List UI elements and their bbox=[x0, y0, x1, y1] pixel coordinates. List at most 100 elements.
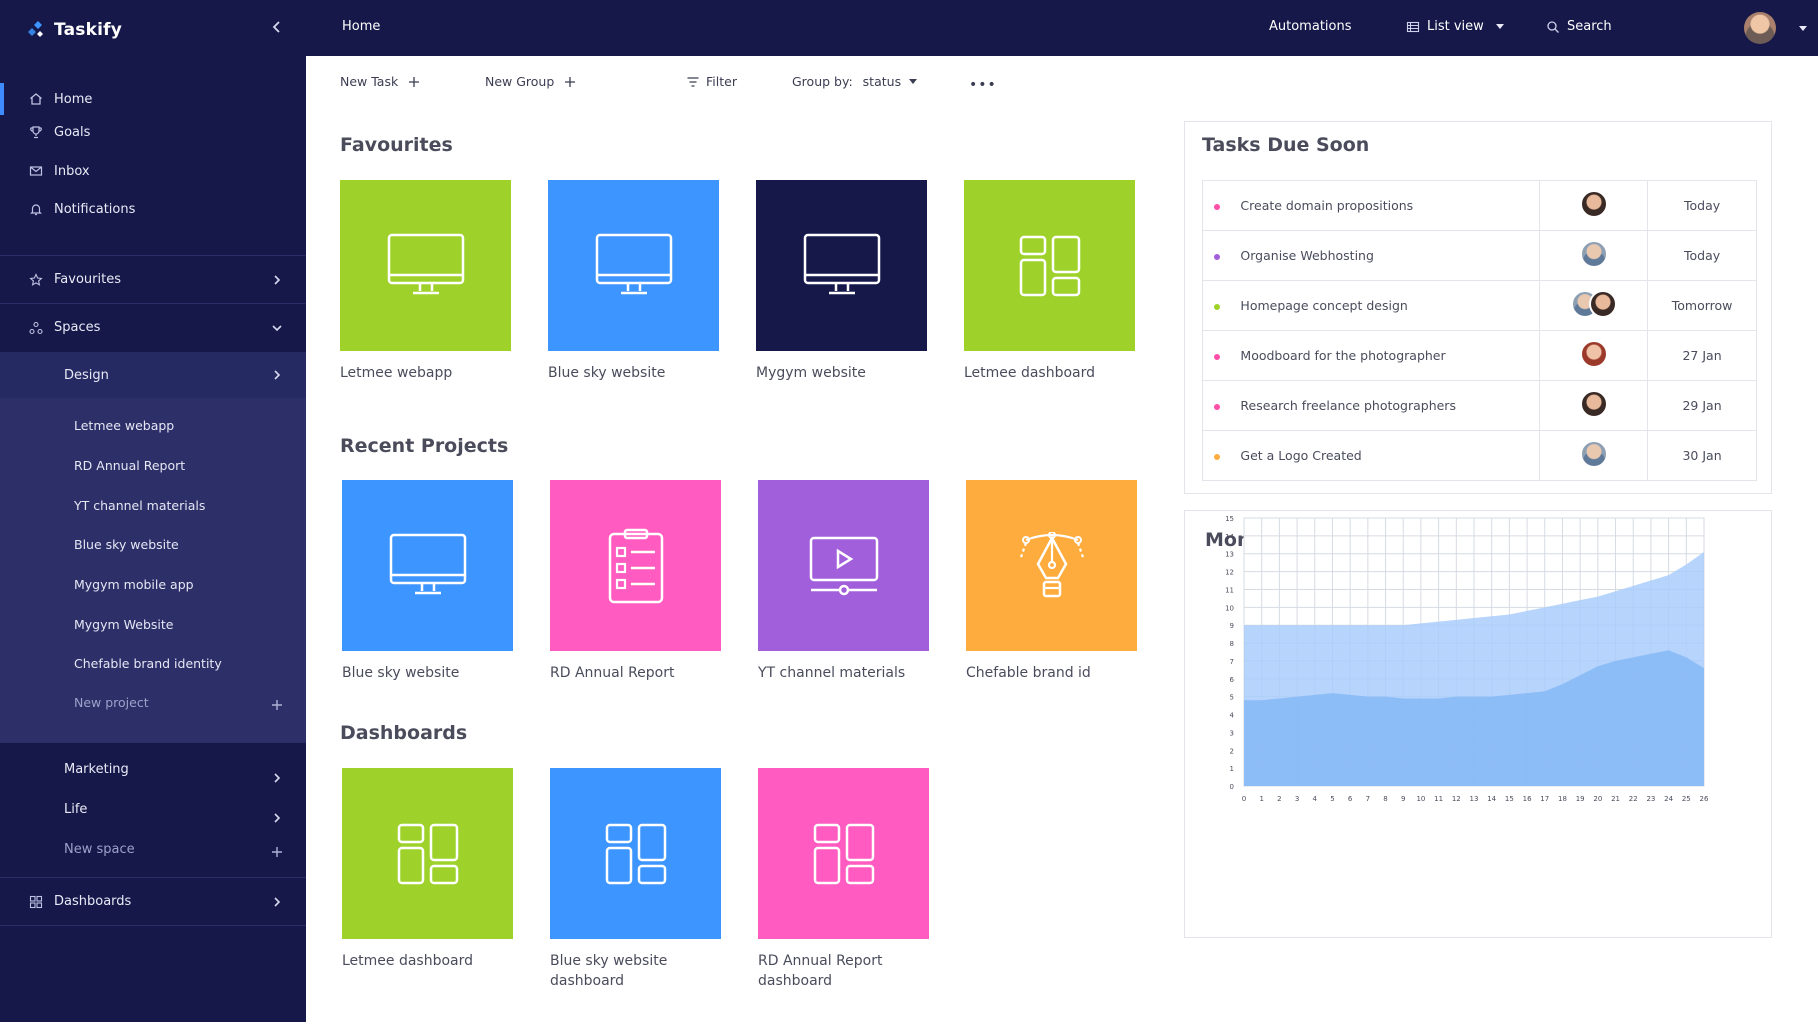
space-design[interactable]: Design bbox=[0, 352, 306, 398]
favourites-heading: Favourites bbox=[340, 134, 453, 156]
nav-inbox[interactable]: Inbox bbox=[0, 152, 306, 190]
filter-button[interactable]: Filter bbox=[686, 74, 737, 89]
view-selector[interactable]: List view bbox=[1406, 19, 1504, 34]
chevron-right-icon[interactable] bbox=[270, 770, 284, 784]
new-project-link[interactable]: New project bbox=[74, 695, 149, 710]
tile-yt-channel-materials[interactable] bbox=[758, 480, 929, 651]
list-icon bbox=[1406, 20, 1420, 34]
space-marketing[interactable]: Marketing bbox=[64, 762, 129, 777]
project-item[interactable]: Blue sky website bbox=[74, 537, 179, 552]
assignee-cell bbox=[1539, 280, 1649, 331]
status-dot bbox=[1213, 354, 1220, 360]
tile-label[interactable]: RD Annual Report bbox=[550, 665, 675, 681]
favourites-label: Favourites bbox=[54, 272, 121, 287]
new-group-button[interactable]: New Group bbox=[485, 74, 576, 89]
project-item[interactable]: Mygym mobile app bbox=[74, 577, 194, 592]
avatar-female[interactable] bbox=[1579, 390, 1608, 418]
monitor-icon bbox=[803, 233, 880, 294]
breadcrumb-home[interactable]: Home bbox=[342, 19, 381, 34]
space-life[interactable]: Life bbox=[64, 802, 88, 817]
y-tick-label: 8 bbox=[1230, 640, 1234, 648]
dashboards-section[interactable]: Dashboards bbox=[0, 878, 306, 925]
divider bbox=[0, 255, 306, 256]
tile-blue-sky-website[interactable] bbox=[342, 480, 513, 651]
task-name[interactable]: Homepage concept design bbox=[1230, 280, 1541, 331]
avatar-female[interactable] bbox=[1588, 290, 1617, 318]
tile-chefable-brand-id[interactable] bbox=[966, 480, 1137, 651]
favourites-section[interactable]: Favourites bbox=[0, 256, 306, 303]
task-row[interactable]: Moodboard for the photographer 27 Jan bbox=[1202, 330, 1757, 381]
project-item[interactable]: Chefable brand identity bbox=[74, 656, 222, 671]
status-dot-cell bbox=[1202, 280, 1231, 331]
filter-icon bbox=[686, 75, 700, 89]
task-row[interactable]: Get a Logo Created 30 Jan bbox=[1202, 430, 1757, 481]
tile-blue-sky-website[interactable] bbox=[548, 180, 719, 351]
tile-label[interactable]: Blue sky website bbox=[548, 365, 666, 381]
app-logo[interactable]: Taskify bbox=[28, 18, 122, 42]
account-menu-caret-icon[interactable] bbox=[1799, 26, 1807, 31]
avatar-male[interactable] bbox=[1579, 440, 1608, 468]
task-row[interactable]: Organise Webhosting Today bbox=[1202, 230, 1757, 281]
spaces-section[interactable]: Spaces bbox=[0, 304, 306, 351]
new-task-button[interactable]: New Task bbox=[340, 74, 420, 89]
tile-label[interactable]: Letmee dashboard bbox=[342, 953, 474, 969]
task-name[interactable]: Moodboard for the photographer bbox=[1230, 330, 1541, 381]
y-tick-label: 2 bbox=[1230, 747, 1234, 755]
task-row[interactable]: Homepage concept design Tomorrow bbox=[1202, 280, 1757, 331]
project-item[interactable]: Mygym Website bbox=[74, 617, 174, 632]
task-name[interactable]: Create domain propositions bbox=[1230, 180, 1541, 231]
nav-notifications[interactable]: Notifications bbox=[0, 190, 306, 228]
tile-label[interactable]: YT channel materials bbox=[758, 665, 906, 681]
avatar-male[interactable] bbox=[1579, 240, 1608, 268]
tile-label[interactable]: Blue sky website dashboard bbox=[550, 953, 668, 989]
project-item[interactable]: RD Annual Report bbox=[74, 458, 186, 473]
add-project-icon[interactable] bbox=[270, 697, 284, 711]
task-row[interactable]: Create domain propositions Today bbox=[1202, 180, 1757, 231]
nav-home[interactable]: Home bbox=[0, 80, 306, 118]
trophy-icon bbox=[28, 124, 44, 140]
tile-label[interactable]: Letmee webapp bbox=[340, 365, 453, 381]
search-box[interactable]: Search bbox=[1546, 19, 1612, 34]
x-tick-label: 6 bbox=[1348, 795, 1353, 803]
add-space-icon[interactable] bbox=[270, 844, 284, 858]
tile-letmee-dashboard[interactable] bbox=[964, 180, 1135, 351]
dashboard-icon bbox=[813, 823, 874, 884]
automations-link[interactable]: Automations bbox=[1269, 19, 1352, 34]
tile-label[interactable]: Letmee dashboard bbox=[964, 365, 1096, 381]
tasks-table: Create domain propositions Today Organise … bbox=[1202, 180, 1757, 481]
more-options-icon[interactable]: ••• bbox=[969, 77, 997, 93]
user-avatar[interactable] bbox=[1744, 12, 1776, 44]
x-tick-label: 1 bbox=[1259, 795, 1263, 803]
nav-goals-label: Goals bbox=[54, 124, 91, 140]
task-row[interactable]: Research freelance photographers 29 Jan bbox=[1202, 380, 1757, 431]
tile-label[interactable]: RD Annual Report dashboard bbox=[758, 953, 883, 989]
home-icon bbox=[28, 91, 44, 107]
tile-label[interactable]: Blue sky website bbox=[342, 665, 460, 681]
x-tick-label: 0 bbox=[1242, 795, 1246, 803]
collapse-sidebar-icon[interactable] bbox=[268, 18, 286, 36]
new-space-link[interactable]: New space bbox=[64, 842, 135, 857]
project-item[interactable]: Letmee webapp bbox=[74, 418, 175, 433]
x-tick-label: 3 bbox=[1295, 795, 1299, 803]
group-by-selector[interactable]: Group by: status bbox=[792, 74, 918, 89]
app-name: Taskify bbox=[54, 20, 123, 40]
tile-label[interactable]: Mygym website bbox=[756, 365, 866, 381]
project-item[interactable]: YT channel materials bbox=[74, 498, 206, 513]
status-dot-cell bbox=[1202, 180, 1231, 231]
tile-mygym-website[interactable] bbox=[756, 180, 927, 351]
tile-blue-sky-dashboard[interactable] bbox=[550, 768, 721, 939]
tile-letmee-webapp[interactable] bbox=[340, 180, 511, 351]
task-name[interactable]: Organise Webhosting bbox=[1230, 230, 1541, 281]
tile-rd-annual-report[interactable] bbox=[550, 480, 721, 651]
avatar-redhead[interactable] bbox=[1579, 340, 1608, 368]
task-name[interactable]: Research freelance photographers bbox=[1230, 380, 1541, 431]
task-name[interactable]: Get a Logo Created bbox=[1230, 430, 1541, 481]
chevron-right-icon[interactable] bbox=[270, 810, 284, 824]
spaces-icon bbox=[28, 320, 44, 336]
x-tick-label: 18 bbox=[1558, 795, 1567, 803]
tile-letmee-dashboard[interactable] bbox=[342, 768, 513, 939]
nav-goals[interactable]: Goals bbox=[0, 113, 306, 151]
tile-label[interactable]: Chefable brand id bbox=[966, 665, 1091, 681]
avatar-female[interactable] bbox=[1579, 190, 1608, 218]
tile-rd-annual-report-dashboard[interactable] bbox=[758, 768, 929, 939]
